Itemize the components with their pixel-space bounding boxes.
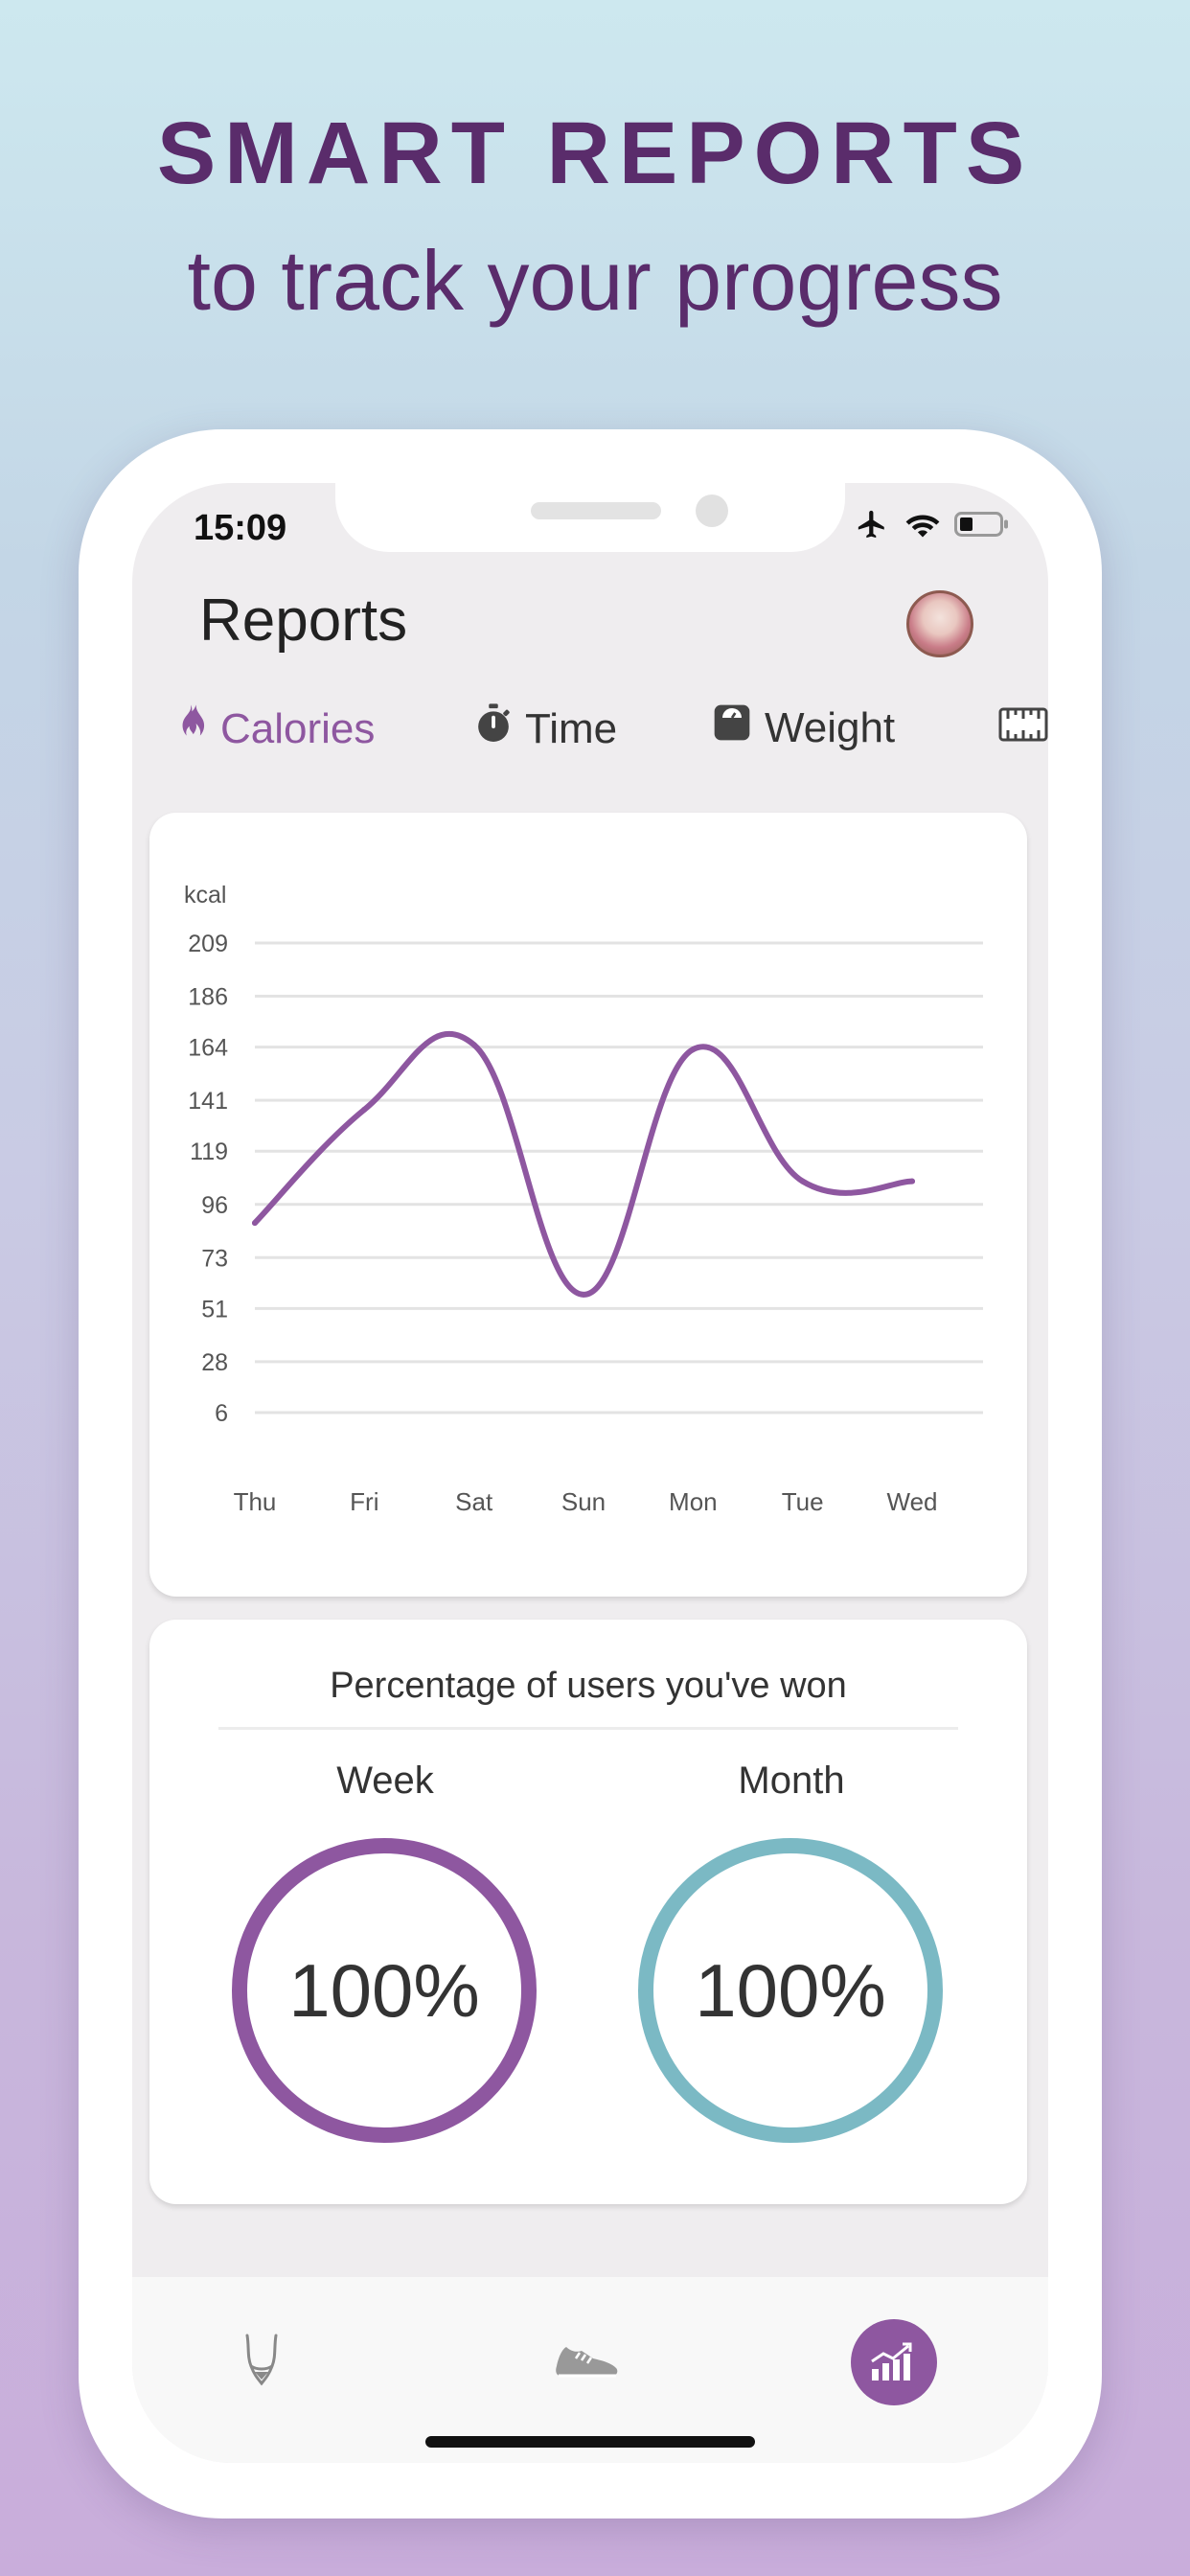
percentage-card: Percentage of users you've won Week Mont… bbox=[149, 1620, 1027, 2204]
data-point-wed bbox=[909, 1178, 915, 1184]
y-tick-label: 28 bbox=[201, 1349, 228, 1376]
y-tick-label: 96 bbox=[201, 1192, 228, 1219]
data-point-mon bbox=[690, 1046, 697, 1053]
tab-weight-label: Weight bbox=[765, 703, 896, 751]
percentage-title: Percentage of users you've won bbox=[330, 1666, 847, 1706]
stopwatch-icon bbox=[475, 703, 512, 754]
calories-chart-card: kcal 209 186 164 141 119 96 73 51 28 6 Thu Fri Sat S… bbox=[149, 813, 1027, 1597]
y-tick-label: 164 bbox=[188, 1035, 228, 1062]
home-indicator bbox=[425, 2436, 755, 2448]
report-tabs: Calories Time Weight bbox=[132, 703, 1048, 780]
week-label: Week bbox=[336, 1760, 434, 1802]
y-tick-label: 73 bbox=[201, 1245, 228, 1272]
x-tick-label: Thu bbox=[234, 1487, 277, 1516]
flame-icon bbox=[174, 703, 207, 754]
calories-chart: kcal 209 186 164 141 119 96 73 51 28 6 Thu Fri Sat S… bbox=[184, 882, 983, 1516]
data-point-thu bbox=[252, 1220, 258, 1227]
tab-calories-label: Calories bbox=[220, 704, 376, 752]
data-point-sun bbox=[581, 1291, 586, 1298]
x-tick-label: Tue bbox=[782, 1487, 824, 1516]
y-axis-unit: kcal bbox=[184, 882, 226, 908]
notch bbox=[335, 483, 845, 552]
y-tick-label: 209 bbox=[188, 931, 228, 957]
y-tick-label: 141 bbox=[188, 1088, 228, 1115]
tab-measure[interactable] bbox=[998, 703, 1048, 756]
tab-weight[interactable]: Weight bbox=[713, 703, 895, 752]
tab-time-label: Time bbox=[525, 704, 618, 752]
status-icons bbox=[853, 508, 1010, 540]
page-title: Reports bbox=[199, 587, 408, 654]
nav-workouts[interactable] bbox=[544, 2319, 630, 2405]
week-progress-ring: 100% bbox=[232, 1838, 537, 2143]
promo-subheadline: to track your progress bbox=[187, 233, 1003, 328]
percentage-divider bbox=[218, 1727, 958, 1730]
sneaker-icon bbox=[553, 2337, 622, 2388]
phone-frame: 15:09 Reports Calories bbox=[79, 429, 1102, 2518]
status-time: 15:09 bbox=[194, 508, 287, 548]
tab-time[interactable]: Time bbox=[475, 703, 617, 754]
y-tick-label: 51 bbox=[201, 1296, 228, 1322]
month-label: Month bbox=[738, 1760, 845, 1802]
body-icon bbox=[238, 2334, 286, 2392]
x-tick-label: Sat bbox=[455, 1487, 493, 1516]
data-point-fri bbox=[361, 1106, 368, 1113]
x-tick-label: Sun bbox=[561, 1487, 606, 1516]
scale-icon bbox=[713, 703, 751, 752]
airplane-icon bbox=[853, 508, 891, 540]
camera bbox=[696, 494, 728, 527]
promo-headline: SMART REPORTS bbox=[156, 104, 1034, 202]
bottom-nav bbox=[132, 2277, 1048, 2463]
nav-reports[interactable] bbox=[851, 2319, 937, 2405]
reports-chart-icon bbox=[868, 2338, 920, 2387]
speaker bbox=[531, 502, 661, 519]
wifi-icon bbox=[904, 510, 941, 539]
nav-body[interactable] bbox=[218, 2319, 305, 2405]
data-point-tue bbox=[799, 1178, 806, 1184]
data-point-sat bbox=[470, 1042, 477, 1048]
y-tick-label: 186 bbox=[188, 984, 228, 1011]
month-progress-ring: 100% bbox=[638, 1838, 943, 2143]
x-tick-label: Fri bbox=[350, 1487, 378, 1516]
calories-series-line bbox=[252, 1030, 915, 1298]
month-percentage-value: 100% bbox=[695, 1947, 886, 2033]
week-percentage-value: 100% bbox=[288, 1947, 480, 2033]
battery-icon bbox=[954, 511, 1010, 538]
tab-calories[interactable]: Calories bbox=[174, 703, 375, 754]
user-avatar[interactable] bbox=[906, 590, 973, 657]
y-tick-label: 119 bbox=[190, 1138, 228, 1165]
app-screen: 15:09 Reports Calories bbox=[132, 483, 1048, 2463]
y-tick-label: 6 bbox=[215, 1400, 228, 1427]
measuring-tape-icon bbox=[998, 703, 1048, 756]
x-tick-label: Mon bbox=[669, 1487, 718, 1516]
x-tick-label: Wed bbox=[887, 1487, 938, 1516]
